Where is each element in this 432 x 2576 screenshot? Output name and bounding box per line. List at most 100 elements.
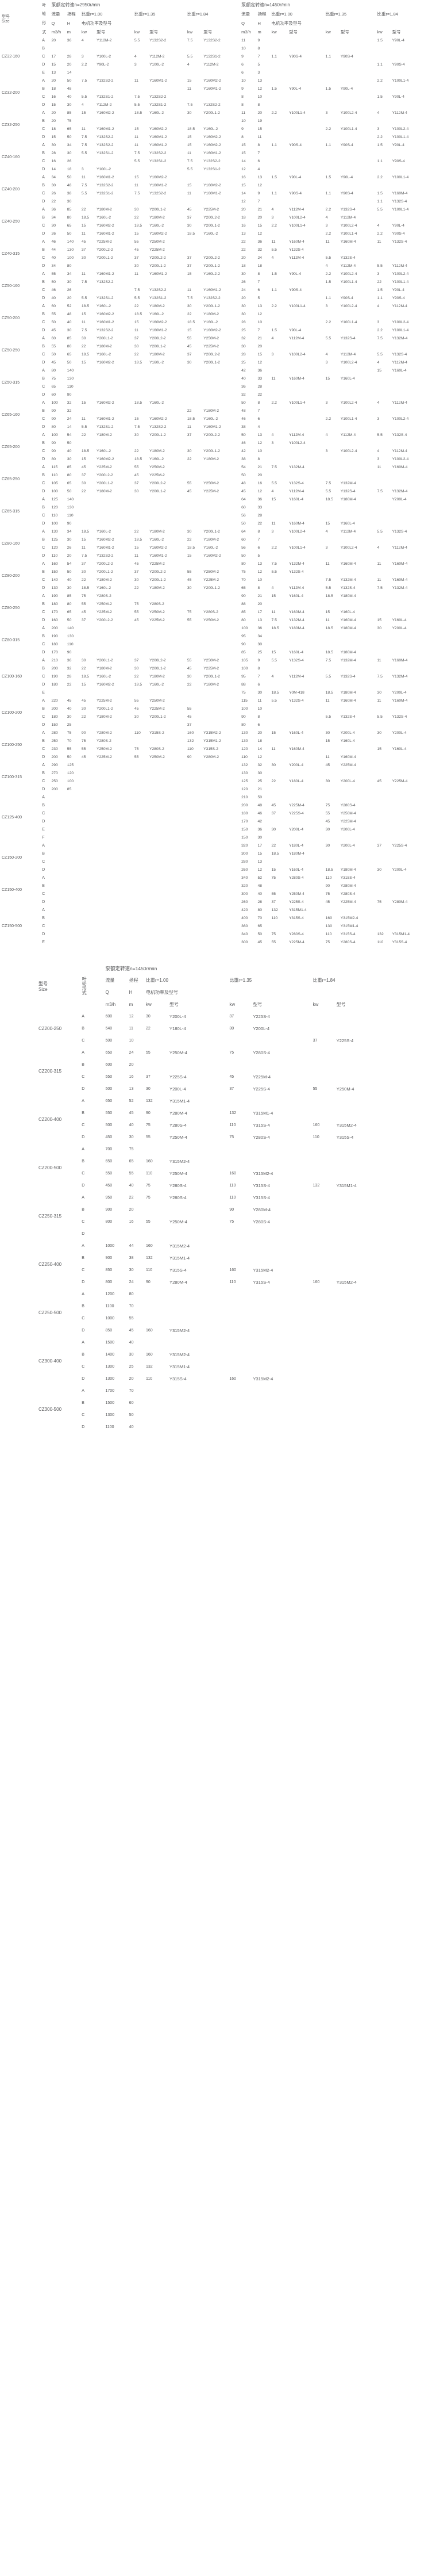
kw-r100-1450-cell bbox=[145, 1035, 168, 1046]
flow-2950-cell bbox=[51, 923, 65, 929]
kw-r100-1450-cell bbox=[271, 262, 287, 269]
flow-2950-cell bbox=[51, 834, 65, 841]
flow-2950-cell: 80 bbox=[51, 457, 56, 461]
impeller-type-cell: C bbox=[42, 127, 45, 131]
flow-1450-cell: 360 bbox=[241, 924, 248, 928]
flow-1450-cell: 16 bbox=[241, 223, 246, 228]
kw-r135-1450-cell bbox=[325, 705, 339, 712]
kw-r100-1450-cell bbox=[271, 61, 287, 68]
impeller-type-cell: B bbox=[42, 441, 45, 445]
motor-r100-1450-cell bbox=[288, 262, 324, 269]
kw-r135-2950-cell: 30 bbox=[134, 263, 139, 268]
kw-r184-2950-cell: 45 bbox=[187, 489, 192, 493]
kw-r100-2950-cell: 15 bbox=[81, 400, 86, 405]
header2-speed-1450: 泵额定转速n=1450r/min bbox=[105, 965, 157, 971]
head-1450-cell: 17 bbox=[257, 610, 263, 614]
head-2950-cell: 80 bbox=[67, 263, 72, 268]
kw-r135-1450-cell bbox=[325, 681, 339, 688]
kw-r184-1450-cell bbox=[313, 1108, 335, 1119]
kw-r135-1450-cell: 37 bbox=[229, 1015, 234, 1019]
motor-r135-2950-cell: Y132S2-2 bbox=[149, 94, 167, 99]
kw-r135-1450-cell bbox=[325, 641, 339, 648]
motor-r135-1450-cell: Y225S-4 bbox=[253, 1086, 270, 1092]
header2-flow-unit: m3/h bbox=[105, 1002, 116, 1007]
table-row: CZ125-400 A 210 50 bbox=[1, 794, 431, 820]
table-row: D 130 30 18.5 Y160L-2 22 Y180M-2 30 Y200L1-2 65 8 4… bbox=[1, 584, 431, 591]
kw-r135-2950-cell bbox=[134, 898, 148, 905]
impeller-type-cell: A bbox=[42, 626, 45, 630]
kw-r135-1450-cell: 18.5 bbox=[325, 690, 333, 695]
impeller-type-cell: C bbox=[42, 159, 45, 163]
motor-r135-1450-cell: Y200L-4 bbox=[340, 779, 355, 783]
table-row: B 125 30 15 Y160M2-2 18.5 Y160L-2 22 Y180M-2 60 7 bbox=[1, 536, 431, 543]
flow-1450-cell: 210 bbox=[241, 795, 248, 799]
motor-r184-1450-cell bbox=[336, 1325, 395, 1336]
motor-r135-1450-cell bbox=[252, 1385, 311, 1396]
impeller-type-cell: A bbox=[42, 658, 45, 663]
kw-r135-2950-cell: 37 bbox=[134, 255, 139, 260]
kw-r184-1450-cell bbox=[313, 1422, 335, 1433]
motor-r184-2950-cell: Y315S-2 bbox=[203, 747, 218, 751]
flow-2950-cell: 190 bbox=[51, 594, 58, 598]
motor-r100-1450-cell: Y132S-4 bbox=[289, 247, 304, 252]
kw-r100-1450-cell: 15 bbox=[271, 497, 276, 502]
table-row: B 400 70 110 Y315S-4 160 Y315M2-4 bbox=[1, 914, 431, 921]
head-2950-cell: 80 bbox=[67, 473, 72, 477]
kw-r135-1450-cell bbox=[325, 246, 339, 253]
motor-r184-1450-cell: Y112M-4 bbox=[392, 360, 407, 365]
kw-r100-1450-cell: 90 bbox=[146, 1111, 151, 1115]
table1-body: CZ32-160 A 20 36 4 Y112M-2 5.5 Y132S2-2 7.5 Y132S… bbox=[1, 37, 431, 946]
kw-r184-1450-cell bbox=[313, 1071, 335, 1082]
motor-r100-1450-cell: Y132M-4 bbox=[289, 561, 304, 566]
motor-r135-1450-cell bbox=[340, 552, 376, 559]
motor-r135-1450-cell bbox=[252, 1156, 311, 1167]
kw-r184-2950-cell: 37 bbox=[187, 255, 192, 260]
motor-r135-1450-cell: Y200L-4 bbox=[253, 1026, 270, 1031]
flow-1450-cell: 42 bbox=[241, 449, 246, 453]
kw-r100-2950-cell bbox=[81, 818, 95, 825]
kw-r135-1450-cell: 45 bbox=[229, 1075, 234, 1079]
table-row: CZ100-200 A 220 45 45 Y225M-2 55 Y250M-2 115 11 5.… bbox=[1, 697, 431, 715]
kw-r100-1450-cell: 22 bbox=[271, 843, 276, 848]
head-2950-cell: 32 bbox=[67, 408, 72, 413]
motor-r100-1450-cell: Y112M-4 bbox=[289, 585, 304, 590]
motor-r135-1450-cell: Y100L2-4 bbox=[340, 110, 357, 115]
kw-r100-2950-cell bbox=[81, 890, 95, 897]
flow-1450-cell: 80 bbox=[241, 722, 246, 727]
kw-r100-1450-cell bbox=[271, 834, 287, 841]
kw-r135-2950-cell: 18.5 bbox=[134, 682, 142, 687]
flow-1450-cell: 450 bbox=[105, 1184, 113, 1188]
impeller-type-cell: A bbox=[42, 908, 45, 912]
motor-r135-2950-cell: Y200L1-2 bbox=[149, 489, 166, 493]
head-2950-cell: 28 bbox=[67, 674, 72, 679]
impeller-type-cell: C bbox=[82, 1268, 85, 1272]
motor-r100-1450-cell: Y250M-4 bbox=[169, 1135, 187, 1140]
motor-r184-1450-cell bbox=[392, 802, 431, 809]
head-2950-cell: 26 bbox=[67, 159, 72, 163]
motor-r135-1450-cell bbox=[252, 1422, 311, 1433]
table-row: C 110 110 56 28 bbox=[1, 512, 431, 519]
kw-r100-2950-cell bbox=[81, 882, 95, 889]
head-2950-cell bbox=[67, 914, 80, 921]
impeller-type-cell: E bbox=[42, 827, 45, 832]
head-1450-cell: 12 bbox=[129, 1015, 134, 1019]
motor-r184-2950-cell bbox=[203, 939, 240, 946]
head-1450-cell: 6 bbox=[257, 416, 260, 421]
kw-r135-2950-cell: 22 bbox=[134, 585, 139, 590]
flow-1450-cell: 650 bbox=[105, 1099, 113, 1103]
head-2950-cell: 100 bbox=[67, 255, 74, 260]
flow-1450-cell: 88 bbox=[241, 682, 246, 687]
flow-1450-cell: 20 bbox=[241, 255, 246, 260]
motor-r184-2950-cell bbox=[203, 641, 240, 648]
motor-r100-1450-cell: Y160L-4 bbox=[289, 867, 303, 872]
kw-r184-1450-cell: 11 bbox=[377, 239, 381, 244]
kw-r100-1450-cell: 1.5 bbox=[271, 271, 277, 276]
table-row: C 550 55 110 Y250M-4 160 Y315M2-4 bbox=[38, 1168, 395, 1179]
kw-r135-2950-cell bbox=[134, 383, 148, 390]
kw-r100-2950-cell bbox=[81, 520, 95, 527]
kw-r184-1450-cell: 3 bbox=[377, 320, 380, 324]
flow-1450-cell: 130 bbox=[241, 771, 248, 775]
motor-r135-1450-cell: Y100L2-4 bbox=[340, 360, 357, 365]
head-2950-cell: 140 bbox=[67, 497, 74, 502]
motor-r135-1450-cell: Y160L-4 bbox=[340, 521, 355, 526]
